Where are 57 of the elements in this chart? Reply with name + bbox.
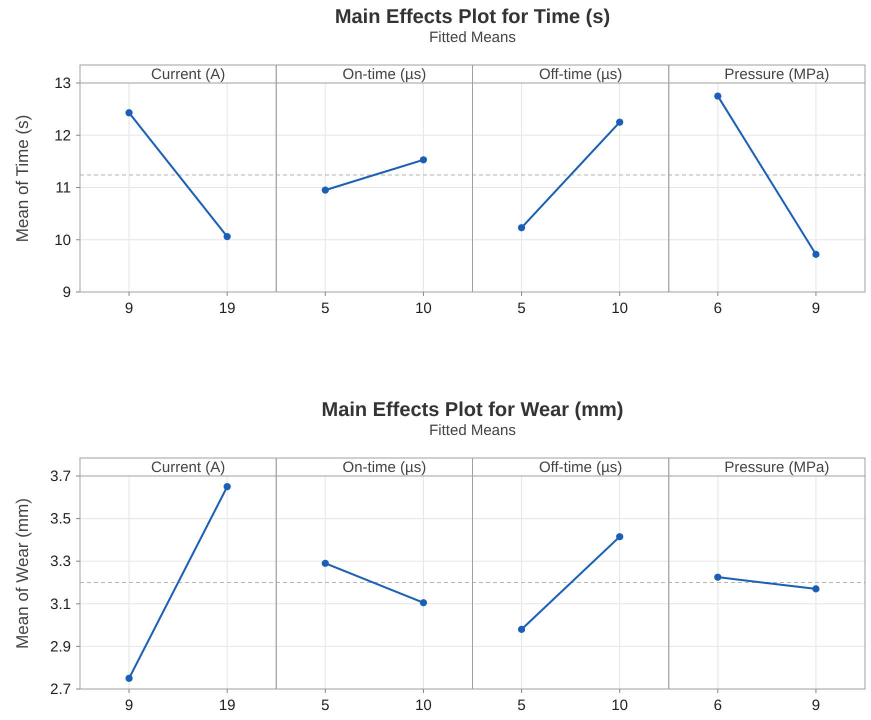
x-tick-label: 10 <box>415 697 432 714</box>
x-tick-label: 5 <box>321 697 330 714</box>
point <box>420 599 428 606</box>
y-tick-label: 2.9 <box>50 638 71 656</box>
y-tick-label: 11 <box>55 180 71 196</box>
text: Current (A) <box>151 459 226 476</box>
x-tick-label: 10 <box>611 300 628 317</box>
point <box>714 574 722 581</box>
y-tick-label: 10 <box>54 232 71 249</box>
point <box>518 224 526 232</box>
point <box>322 560 329 567</box>
annotation: On-time (µs) <box>342 66 426 83</box>
y-tick-label: 13 <box>54 75 71 92</box>
x-tick-label: 10 <box>415 300 432 317</box>
annotation: Off-time (µs) <box>538 66 622 83</box>
text: Pressure (MPa) <box>724 459 830 476</box>
point <box>420 156 428 164</box>
point <box>812 250 820 258</box>
annotation: Current (A) <box>151 66 226 83</box>
annotation: Pressure (MPa) <box>724 66 830 83</box>
chart-subtitle: Fitted Means <box>429 422 516 439</box>
text: Off-time (µs) <box>538 459 622 476</box>
text: On-time (µs) <box>342 459 426 476</box>
point <box>125 674 133 682</box>
point <box>518 626 526 633</box>
point <box>714 92 722 100</box>
y-tick-label: 3.1 <box>50 596 71 613</box>
x-tick-label: 19 <box>218 697 236 714</box>
chart-title: Main Effects Plot for Wear (mm) <box>322 399 624 421</box>
y-tick-label: 12 <box>54 127 71 144</box>
x-tick-label: 10 <box>611 697 628 714</box>
point <box>125 109 133 116</box>
x-tick-label: 19 <box>218 300 236 317</box>
y-axis-title: Mean of Time (s) <box>13 114 32 242</box>
point <box>616 118 624 126</box>
x-tick-label: 9 <box>124 697 134 714</box>
point <box>616 533 624 540</box>
point <box>322 186 329 194</box>
x-tick-label: 5 <box>517 697 526 714</box>
y-tick-label: 3.3 <box>50 553 71 570</box>
x-tick-label: 5 <box>517 300 526 317</box>
point <box>224 483 231 490</box>
x-tick-label: 5 <box>321 300 330 317</box>
point <box>224 233 231 240</box>
y-tick-label: 9 <box>62 284 71 301</box>
y-axis-title: Mean of Wear (mm) <box>13 498 32 649</box>
chart-subtitle: Fitted Means <box>429 29 516 46</box>
chart-title: Main Effects Plot for Time (s) <box>334 6 610 28</box>
x-tick-label: 9 <box>124 300 134 317</box>
x-tick-label: 6 <box>714 697 722 714</box>
y-tick-label: 2.7 <box>50 681 71 698</box>
x-tick-label: 6 <box>714 300 722 317</box>
y-tick-label: 3.5 <box>50 510 71 528</box>
x-tick-label: 9 <box>812 300 820 317</box>
x-tick-label: 9 <box>812 697 820 714</box>
point <box>812 585 820 592</box>
y-tick-label: 3.7 <box>50 468 71 485</box>
